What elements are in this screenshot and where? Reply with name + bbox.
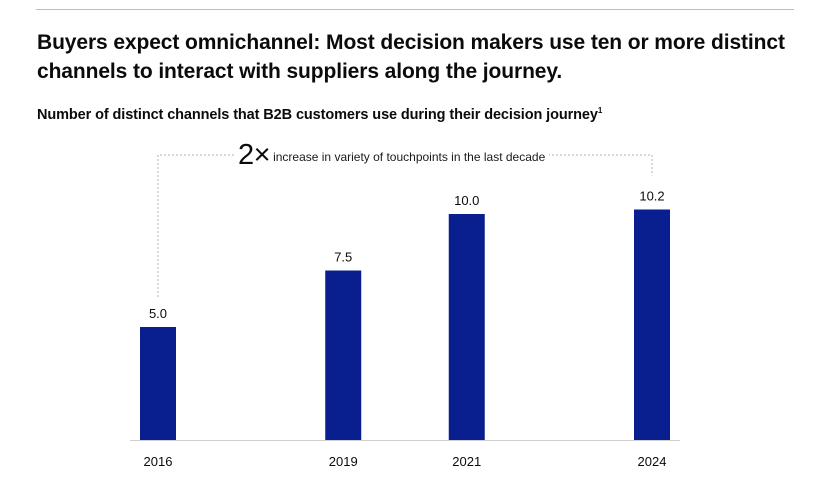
- bar-2019: [325, 270, 362, 440]
- tick-label-2021: 2021: [452, 454, 481, 469]
- value-label-2016: 5.0: [149, 306, 167, 321]
- footnote-text-clipped: [36, 488, 816, 493]
- x-axis-tick-labels: 2016 2019 2021 2024: [144, 454, 667, 469]
- bar-2021: [448, 214, 485, 440]
- tick-label-2019: 2019: [329, 454, 358, 469]
- tick-label-2016: 2016: [144, 454, 173, 469]
- value-label-2019: 7.5: [334, 250, 352, 265]
- chart-subtitle: Number of distinct channels that B2B cus…: [37, 106, 602, 124]
- growth-annotation-text: increase in variety of touchpoints in th…: [273, 150, 546, 164]
- value-label-2021: 10.0: [454, 193, 479, 208]
- bar-series: [140, 209, 670, 440]
- annotation-bracket: [157, 154, 653, 297]
- tick-label-2024: 2024: [638, 454, 667, 469]
- value-label-2024: 10.2: [639, 188, 664, 203]
- chart-headline: Buyers expect omnichannel: Most decision…: [37, 31, 785, 83]
- growth-annotation: 2× increase in variety of touchpoints in…: [236, 139, 550, 171]
- chart-subtitle-text: Number of distinct channels that B2B cus…: [37, 107, 598, 123]
- value-labels: 5.0 7.5 10.0 10.2: [149, 188, 665, 321]
- top-divider: [36, 9, 794, 10]
- bar-2024: [634, 209, 670, 440]
- growth-multiplier: 2×: [238, 139, 271, 171]
- bracket-dotted-line: [157, 154, 653, 297]
- bar-2016: [140, 327, 176, 440]
- footnote-marker: 1: [597, 106, 603, 116]
